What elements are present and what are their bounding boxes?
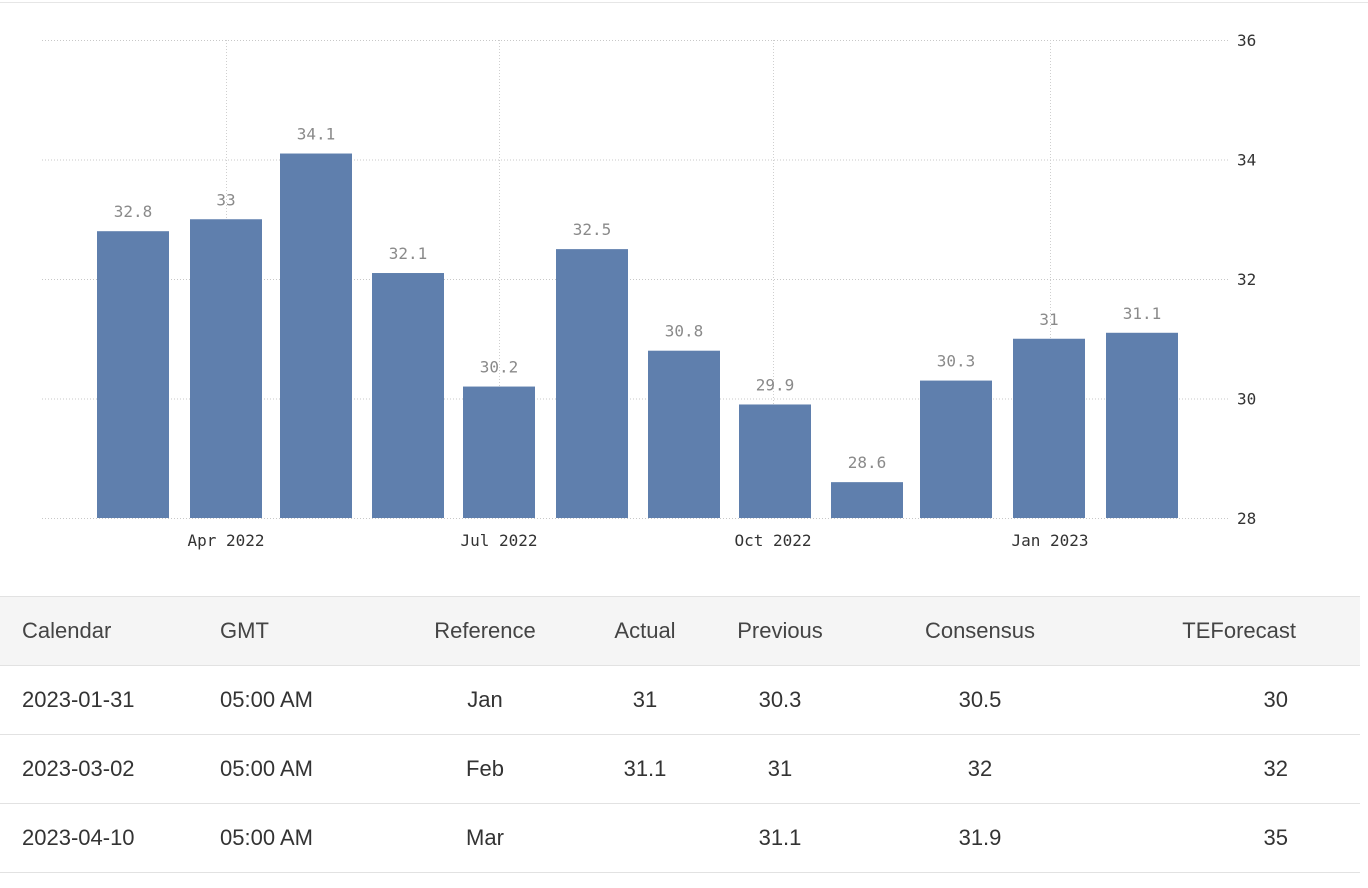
top-divider — [0, 2, 1368, 3]
table-row: 2023-04-10 05:00 AM Mar 31.1 31.9 35 — [0, 803, 1360, 873]
table-row: 2023-01-31 05:00 AM Jan 31 30.3 30.5 30 — [0, 665, 1360, 735]
y-tick-label: 34 — [1237, 151, 1256, 170]
bar-value-label: 29.9 — [756, 375, 795, 394]
x-tick-label: Jan 2023 — [1011, 531, 1088, 550]
bar-value-label: 34.1 — [297, 125, 336, 144]
y-tick-label: 30 — [1237, 390, 1256, 409]
bar — [372, 273, 444, 518]
bar-value-label: 30.8 — [665, 322, 704, 341]
cell-reference: Feb — [380, 734, 590, 804]
bar — [1013, 338, 1085, 518]
bar-value-label: 31.1 — [1123, 304, 1162, 323]
bar — [920, 380, 992, 518]
bar-value-label: 31 — [1039, 310, 1058, 329]
y-tick-label: 28 — [1237, 509, 1256, 528]
cell-gmt: 05:00 AM — [200, 734, 380, 804]
bar-value-label: 28.6 — [848, 453, 887, 472]
bar-value-label: 30.2 — [480, 358, 519, 377]
cell-calendar: 2023-03-02 — [0, 734, 200, 804]
header-actual: Actual — [590, 596, 700, 666]
cell-gmt: 05:00 AM — [200, 665, 380, 735]
cell-previous: 30.3 — [700, 665, 860, 735]
cell-consensus: 31.9 — [860, 803, 1100, 873]
cell-calendar: 2023-01-31 — [0, 665, 200, 735]
header-gmt: GMT — [200, 596, 380, 666]
bar — [190, 219, 262, 518]
bar — [556, 249, 628, 518]
bar-value-label: 32.8 — [114, 202, 153, 221]
cell-consensus: 30.5 — [860, 665, 1100, 735]
bar-chart: 28 30 32 34 36 32.8 33 34.1 32.1 30.2 32.5 30.8 29.9… — [42, 31, 1256, 550]
table-header-row: Calendar GMT Reference Actual Previous C… — [0, 596, 1360, 666]
cell-reference: Mar — [380, 803, 590, 873]
bar-value-label: 32.5 — [573, 220, 612, 239]
header-teforecast: TEForecast — [1100, 596, 1360, 666]
bar-value-label: 32.1 — [389, 244, 428, 263]
bar — [97, 231, 169, 518]
cell-actual — [590, 803, 700, 873]
calendar-table: Calendar GMT Reference Actual Previous C… — [0, 596, 1360, 873]
cell-reference: Jan — [380, 665, 590, 735]
bar — [463, 386, 535, 518]
header-previous: Previous — [700, 596, 860, 666]
header-consensus: Consensus — [860, 596, 1100, 666]
bar-value-label: 33 — [216, 190, 235, 209]
x-tick-label: Jul 2022 — [460, 531, 537, 550]
chart-canvas: 28 30 32 34 36 32.8 33 34.1 32.1 30.2 32.5 30.8 29.9… — [42, 31, 1256, 550]
y-tick-label: 36 — [1237, 31, 1256, 50]
bar — [831, 482, 903, 518]
table-row: 2023-03-02 05:00 AM Feb 31.1 31 32 32 — [0, 734, 1360, 804]
header-calendar: Calendar — [0, 596, 200, 666]
bar — [1106, 332, 1178, 518]
header-reference: Reference — [380, 596, 590, 666]
y-tick-label: 32 — [1237, 270, 1256, 289]
x-tick-label: Oct 2022 — [734, 531, 811, 550]
cell-previous: 31.1 — [700, 803, 860, 873]
cell-actual: 31.1 — [590, 734, 700, 804]
bar — [648, 350, 720, 518]
cell-teforecast: 30 — [1100, 665, 1360, 735]
bar — [280, 153, 352, 518]
cell-gmt: 05:00 AM — [200, 803, 380, 873]
x-tick-label: Apr 2022 — [187, 531, 264, 550]
bar-value-label: 30.3 — [937, 352, 976, 371]
cell-teforecast: 32 — [1100, 734, 1360, 804]
cell-actual: 31 — [590, 665, 700, 735]
cell-consensus: 32 — [860, 734, 1100, 804]
cell-teforecast: 35 — [1100, 803, 1360, 873]
bar — [739, 404, 811, 518]
cell-previous: 31 — [700, 734, 860, 804]
cell-calendar: 2023-04-10 — [0, 803, 200, 873]
